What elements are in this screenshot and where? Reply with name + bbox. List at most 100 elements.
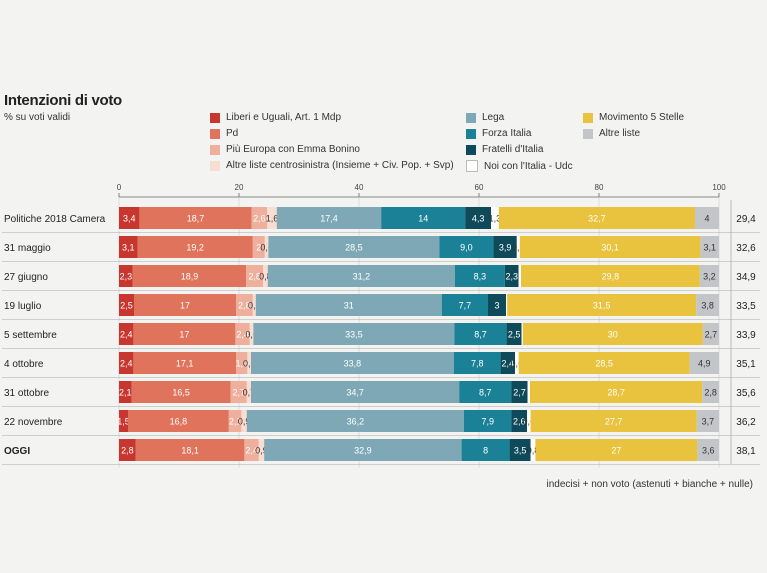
data-label: 7,9 bbox=[481, 417, 494, 427]
bar-segment bbox=[522, 323, 703, 345]
bar-segment bbox=[516, 236, 520, 258]
bar-segment bbox=[251, 381, 460, 403]
data-label: 0,8 bbox=[259, 272, 272, 282]
bar-segment bbox=[131, 381, 231, 403]
bar-segment bbox=[506, 294, 508, 316]
data-label: 1,6 bbox=[266, 214, 279, 224]
bar-segment bbox=[464, 410, 512, 432]
bar-segment bbox=[461, 439, 510, 461]
data-label: 9,0 bbox=[460, 243, 473, 253]
data-label: 3 bbox=[494, 301, 499, 311]
data-label: 8,7 bbox=[479, 388, 492, 398]
footer-note: indecisi + non voto (astenuti + bianche … bbox=[546, 479, 753, 490]
category-label: 5 settembre bbox=[4, 330, 57, 341]
bar-segment bbox=[244, 439, 259, 461]
data-label: 2,4 bbox=[120, 359, 133, 369]
bar-segment bbox=[258, 439, 265, 461]
bar-segment bbox=[511, 381, 528, 403]
bar-segment bbox=[702, 381, 719, 403]
data-label: 28,5 bbox=[345, 243, 363, 253]
legend-swatch-leu bbox=[210, 112, 220, 123]
bar-segment bbox=[506, 323, 522, 345]
data-label: 2,4 bbox=[120, 330, 133, 340]
bar-segment bbox=[119, 294, 134, 316]
data-label: 2,1 bbox=[119, 388, 132, 398]
legend-item-leu: Liberi e Uguali, Art. 1 Mdp bbox=[210, 112, 341, 123]
data-label: 2,7 bbox=[232, 388, 245, 398]
side-value-label: 33,9 bbox=[736, 330, 756, 341]
data-label: 17,1 bbox=[176, 359, 194, 369]
data-label: 27 bbox=[611, 446, 621, 456]
data-label: 2,6 bbox=[513, 417, 526, 427]
data-label: 2,6 bbox=[253, 214, 266, 224]
legend-swatch-pd bbox=[210, 128, 220, 139]
bar-segment bbox=[381, 207, 466, 229]
bar-segment bbox=[246, 410, 464, 432]
side-value-label: 35,6 bbox=[736, 388, 756, 399]
legend-swatch-altre-liste bbox=[583, 128, 593, 139]
bar-segment bbox=[441, 294, 488, 316]
data-label: 0,6 bbox=[245, 330, 258, 340]
bar-segment bbox=[251, 352, 454, 374]
data-label: 1,9 bbox=[235, 359, 248, 369]
bar-segment bbox=[235, 323, 250, 345]
bar-segment bbox=[276, 207, 382, 229]
legend-item-fdi: Fratelli d'Italia bbox=[466, 144, 543, 155]
data-label: 0,5 bbox=[248, 301, 261, 311]
data-label: 14 bbox=[418, 214, 428, 224]
side-value-label: 32,6 bbox=[736, 243, 756, 254]
data-label: 18,7 bbox=[187, 214, 205, 224]
data-label: 18,9 bbox=[181, 272, 199, 282]
bar-segment bbox=[252, 236, 265, 258]
bar-segment bbox=[511, 410, 527, 432]
data-label: 0,6 bbox=[260, 243, 273, 253]
bar-segment bbox=[535, 439, 698, 461]
bar-segment bbox=[252, 294, 256, 316]
side-value-label: 29,4 bbox=[736, 214, 756, 225]
bar-segment bbox=[268, 236, 440, 258]
legend-item-lega: Lega bbox=[466, 112, 504, 123]
data-label: 0,6 bbox=[243, 359, 256, 369]
legend-swatch-forza-italia bbox=[466, 128, 476, 139]
data-label: 31,5 bbox=[593, 301, 611, 311]
data-label: 0,7 bbox=[243, 388, 256, 398]
data-label: 2,1 bbox=[229, 417, 242, 427]
data-label: 29,8 bbox=[602, 272, 620, 282]
data-label: 2,8 bbox=[121, 446, 134, 456]
legend-swatch-fdi bbox=[466, 144, 476, 155]
bar-segment bbox=[128, 410, 229, 432]
bar-segment bbox=[519, 236, 701, 258]
legend-label-piu-europa: Più Europa con Emma Bonino bbox=[226, 144, 360, 155]
bar-segment bbox=[518, 265, 521, 287]
side-value-label: 36,2 bbox=[736, 417, 756, 428]
legend-label-lega: Lega bbox=[482, 112, 505, 123]
data-label: 2,7 bbox=[705, 330, 718, 340]
bar-segment bbox=[700, 236, 719, 258]
data-label: 3,4 bbox=[123, 214, 136, 224]
bar-segment bbox=[230, 381, 247, 403]
bar-segment bbox=[267, 265, 455, 287]
data-label: 3,9 bbox=[499, 243, 512, 253]
legend-swatch-m5s bbox=[583, 112, 593, 123]
bar-segment bbox=[697, 439, 719, 461]
bar-segment bbox=[500, 352, 515, 374]
bar-segment bbox=[119, 410, 128, 432]
bar-segment bbox=[133, 323, 236, 345]
bar-segment bbox=[439, 236, 494, 258]
bar-segment bbox=[119, 381, 132, 403]
bar-segment bbox=[696, 410, 719, 432]
data-label: 27,7 bbox=[605, 417, 623, 427]
category-label: 4 ottobre bbox=[4, 359, 44, 370]
data-label: 3,5 bbox=[514, 446, 527, 456]
bar-segment bbox=[504, 265, 519, 287]
data-label: 4 bbox=[704, 214, 709, 224]
category-label: 22 novembre bbox=[4, 417, 63, 428]
bar-segment bbox=[134, 294, 236, 316]
chart-title: Intenzioni di voto bbox=[4, 92, 122, 109]
data-label: 36,2 bbox=[347, 417, 365, 427]
legend-swatch-noi-con-italia bbox=[466, 160, 478, 172]
side-value-label: 38,1 bbox=[736, 446, 756, 457]
bar-segment bbox=[236, 294, 253, 316]
